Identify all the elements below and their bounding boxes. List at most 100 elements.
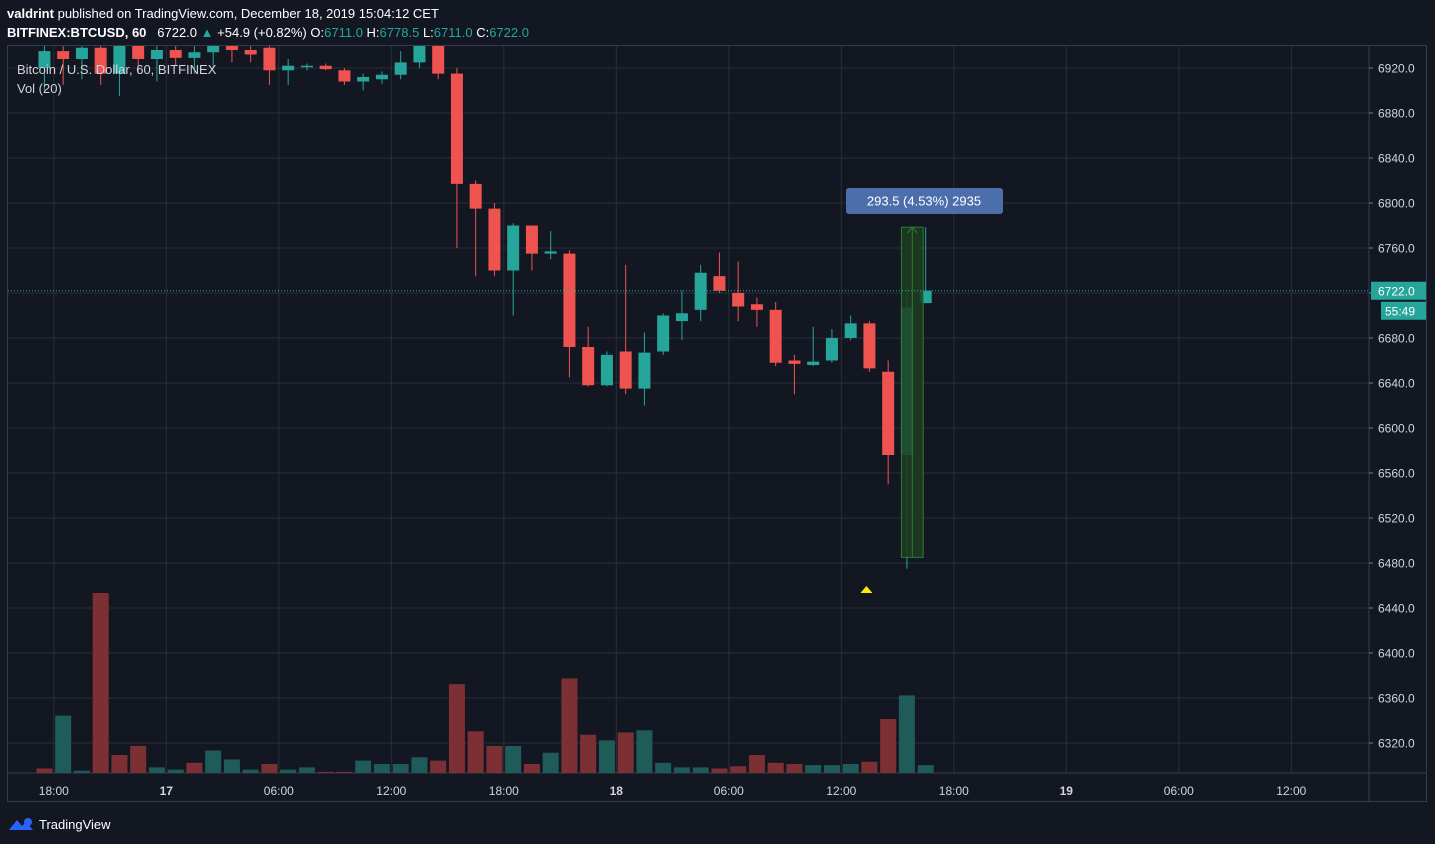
volume-bar (73, 770, 90, 773)
candle-body[interactable] (600, 354, 613, 386)
candle-body[interactable] (732, 293, 745, 307)
candle-body[interactable] (319, 65, 332, 70)
price-tick-label: 6440.0 (1378, 602, 1415, 616)
candle-body[interactable] (582, 347, 595, 386)
price-tick-label: 6480.0 (1378, 557, 1415, 571)
candle-body[interactable] (338, 70, 351, 82)
price-tick-label: 6640.0 (1378, 377, 1415, 391)
up-arrow-icon: ▲ (200, 25, 214, 40)
candle-body[interactable] (525, 225, 538, 254)
volume-bar (767, 762, 784, 773)
countdown-label: 55:49 (1385, 304, 1415, 318)
candle-body[interactable] (694, 272, 707, 310)
candle-body[interactable] (619, 351, 632, 389)
volume-bar (580, 734, 597, 773)
candle-body[interactable] (225, 46, 238, 50)
candle-body[interactable] (300, 65, 313, 68)
candle-body[interactable] (469, 183, 482, 209)
symbol-info: BITFINEX:BTCUSD, 60 6722.0 ▲ +54.9 (+0.8… (7, 25, 529, 43)
candle-body[interactable] (282, 65, 295, 71)
time-tick-label: 18 (610, 784, 624, 798)
candle-body[interactable] (375, 74, 388, 80)
candle-body[interactable] (657, 315, 670, 352)
candle-body[interactable] (863, 323, 876, 369)
volume-bar (336, 771, 353, 773)
candle-body[interactable] (788, 360, 801, 364)
candle-body[interactable] (188, 52, 201, 58)
volume-bar (598, 740, 615, 773)
tradingview-logo[interactable]: TradingView (7, 815, 111, 833)
volume-bar (655, 762, 672, 773)
candle-body[interactable] (263, 47, 276, 71)
price-tick-label: 6840.0 (1378, 152, 1415, 166)
symbol-name[interactable]: BITFINEX:BTCUSD, 60 (7, 25, 147, 40)
candle-body[interactable] (544, 251, 557, 254)
volume-bar (542, 752, 559, 773)
volume-bar (355, 760, 372, 773)
chart-frame[interactable] (7, 45, 1427, 802)
candle-body[interactable] (394, 62, 407, 75)
candle-body[interactable] (825, 338, 838, 361)
close-value: 6722.0 (489, 25, 529, 40)
candle-body[interactable] (132, 46, 145, 59)
candle-body[interactable] (244, 50, 257, 55)
time-tick-label: 17 (160, 784, 174, 798)
candle-body[interactable] (413, 46, 426, 63)
candle-body[interactable] (675, 313, 688, 322)
candle-body[interactable] (507, 225, 520, 271)
candle-body[interactable] (94, 47, 107, 74)
candle-body[interactable] (488, 208, 501, 271)
candle-body[interactable] (713, 276, 726, 291)
time-tick-label: 18:00 (39, 784, 69, 798)
volume-bar (823, 765, 840, 773)
measure-tag-label: 293.5 (4.53%) 2935 (867, 194, 981, 209)
time-tick-label: 06:00 (264, 784, 294, 798)
price-tick-label: 6880.0 (1378, 107, 1415, 121)
signal-marker-icon[interactable] (860, 586, 873, 593)
high-value: 6778.5 (379, 25, 420, 40)
volume-bar (523, 764, 540, 773)
publisher-name[interactable]: valdrint (7, 6, 54, 21)
volume-bar (505, 746, 522, 773)
candle-body[interactable] (450, 73, 463, 184)
volume-bar (430, 760, 447, 773)
candle-body[interactable] (357, 77, 370, 82)
price-tick-label: 6680.0 (1378, 332, 1415, 346)
time-tick-label: 18:00 (939, 784, 969, 798)
volume-bar (223, 759, 240, 773)
volume-bar (786, 764, 803, 773)
price-tick-label: 6360.0 (1378, 692, 1415, 706)
candle-body[interactable] (150, 50, 163, 59)
price-tick-label: 6320.0 (1378, 737, 1415, 751)
candle-body[interactable] (882, 371, 895, 455)
volume-bar (636, 730, 653, 773)
volume-bar (617, 732, 634, 773)
volume-bar (92, 593, 109, 773)
candle-body[interactable] (563, 253, 576, 347)
series-title[interactable]: Bitcoin / U.S. Dollar, 60, BITFINEX (17, 62, 217, 77)
candle-body[interactable] (207, 46, 220, 53)
candle-body[interactable] (75, 47, 88, 59)
candle-body[interactable] (750, 304, 763, 310)
candle-body[interactable] (432, 46, 445, 74)
candle-body[interactable] (169, 50, 182, 58)
volume-title[interactable]: Vol (20) (17, 81, 62, 96)
candle-body[interactable] (807, 361, 820, 365)
volume-bar (411, 757, 428, 773)
candle-body[interactable] (57, 51, 70, 59)
candle-body[interactable] (113, 46, 126, 74)
last-price-label-bg (1371, 281, 1426, 300)
price-change: +54.9 (+0.82%) (217, 25, 307, 40)
volume-bar (561, 678, 578, 773)
volume-bar (130, 746, 147, 773)
volume-bar (805, 765, 822, 773)
candle-body[interactable] (38, 51, 51, 68)
candle-body[interactable] (769, 309, 782, 363)
volume-bar (730, 766, 747, 773)
price-tick-label: 6520.0 (1378, 512, 1415, 526)
candle-body[interactable] (638, 352, 651, 389)
candle-body[interactable] (844, 323, 857, 338)
volume-bar (673, 767, 690, 773)
price-tick-label: 6920.0 (1378, 62, 1415, 76)
